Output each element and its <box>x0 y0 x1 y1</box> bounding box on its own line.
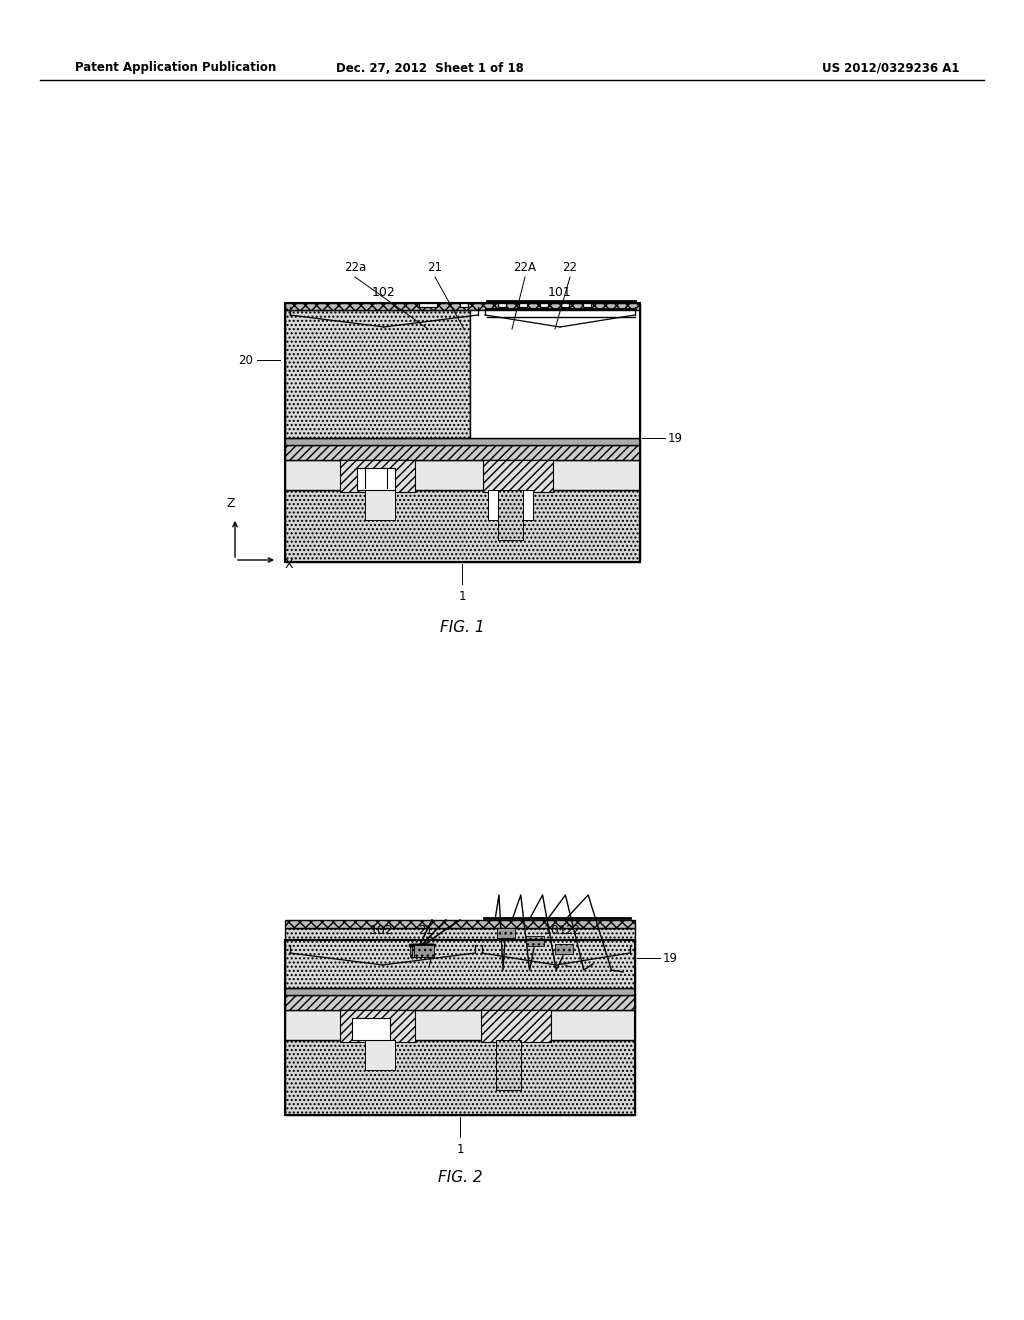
Bar <box>460 304 468 308</box>
Bar <box>285 304 640 562</box>
Text: 1: 1 <box>457 1143 464 1156</box>
Text: 19: 19 <box>668 432 683 445</box>
Text: Dec. 27, 2012  Sheet 1 of 18: Dec. 27, 2012 Sheet 1 of 18 <box>336 62 524 74</box>
Text: 101: 101 <box>548 286 571 300</box>
Bar <box>340 1010 415 1041</box>
Bar <box>285 1010 635 1040</box>
Text: X: X <box>285 557 294 570</box>
Bar <box>470 310 640 438</box>
Bar <box>519 304 527 308</box>
Bar <box>285 459 640 490</box>
Bar <box>481 1010 551 1041</box>
Bar <box>285 490 640 562</box>
Bar <box>365 490 395 520</box>
Text: 21: 21 <box>419 924 433 937</box>
Bar <box>498 490 523 540</box>
Text: 1: 1 <box>459 590 466 603</box>
Text: 19: 19 <box>663 952 678 965</box>
Bar <box>412 945 432 957</box>
Bar <box>285 928 635 987</box>
Bar <box>583 304 591 308</box>
Text: 101: 101 <box>544 924 568 937</box>
Text: 102: 102 <box>372 286 396 300</box>
Bar <box>357 469 395 490</box>
Bar <box>285 438 640 445</box>
Text: 21: 21 <box>427 261 442 275</box>
Text: 22: 22 <box>562 261 578 275</box>
Bar <box>497 928 515 939</box>
Bar <box>285 920 635 928</box>
Bar <box>352 1018 390 1040</box>
Bar <box>488 490 534 520</box>
Text: FIG. 1: FIG. 1 <box>439 620 484 635</box>
Bar <box>483 459 553 492</box>
Text: 102: 102 <box>370 924 394 937</box>
Bar <box>285 310 470 438</box>
Text: Patent Application Publication: Patent Application Publication <box>75 62 276 74</box>
Text: FIG. 2: FIG. 2 <box>437 1170 482 1185</box>
Bar <box>540 304 548 308</box>
Bar <box>285 995 635 1010</box>
Text: 22A: 22A <box>513 261 537 275</box>
Bar <box>498 304 506 308</box>
Text: 20: 20 <box>239 354 253 367</box>
Bar <box>365 1040 395 1071</box>
Bar <box>561 304 569 308</box>
Bar <box>414 945 434 957</box>
Bar <box>340 459 415 492</box>
Bar <box>555 944 573 954</box>
Bar <box>285 445 640 459</box>
Bar <box>285 1040 635 1115</box>
Bar <box>285 987 635 995</box>
Bar <box>526 936 544 946</box>
Bar <box>496 1040 521 1090</box>
Text: 22: 22 <box>565 924 581 937</box>
Text: 22a: 22a <box>344 261 367 275</box>
Bar <box>285 940 635 1115</box>
Text: US 2012/0329236 A1: US 2012/0329236 A1 <box>822 62 961 74</box>
Bar <box>419 304 437 308</box>
Text: Z: Z <box>226 498 236 510</box>
Bar <box>285 304 640 310</box>
Bar <box>410 945 430 957</box>
